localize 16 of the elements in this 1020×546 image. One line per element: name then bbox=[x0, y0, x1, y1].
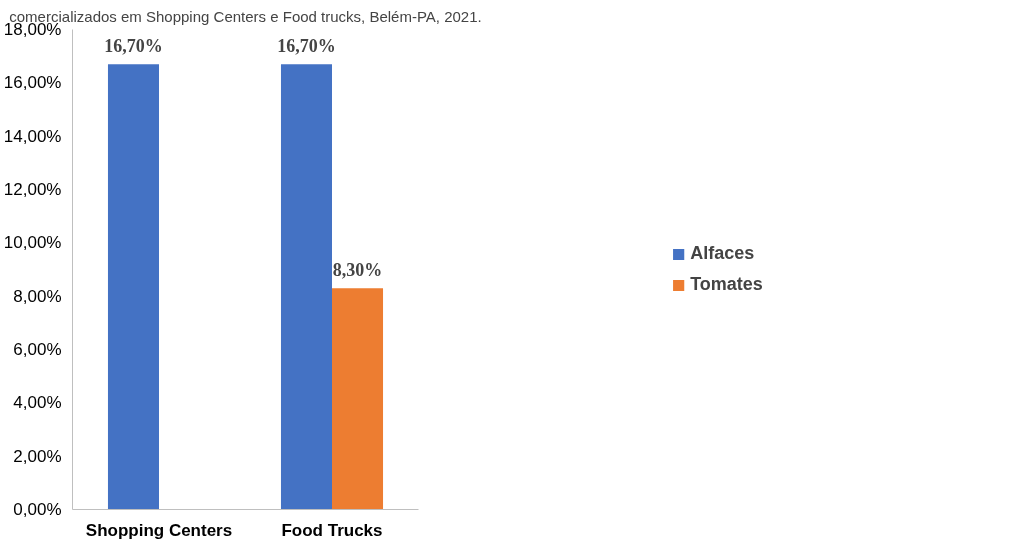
x-tick-label: Food Trucks bbox=[281, 520, 383, 540]
x-tick-label: Shopping Centers bbox=[85, 520, 233, 540]
y-tick-label: 12,00% bbox=[3, 180, 62, 199]
y-tick-label: 10,00% bbox=[3, 233, 62, 253]
y-tick-label: 8,00% bbox=[13, 286, 62, 306]
y-tick-label: 6,00% bbox=[13, 340, 62, 359]
y-tick-label: 2,00% bbox=[13, 446, 62, 466]
y-tick-label: 4,00% bbox=[13, 393, 62, 413]
legend-label: Alfaces bbox=[690, 243, 755, 264]
y-tick-label: 14,00% bbox=[3, 126, 62, 146]
y-tick-label: 0,00% bbox=[13, 500, 62, 519]
y-tick-label: 16,00% bbox=[3, 73, 62, 93]
legend-label: Tomates bbox=[690, 274, 763, 295]
data-label: 16,70% bbox=[277, 36, 336, 57]
data-label: 8,30% bbox=[332, 260, 383, 281]
data-label: 16,70% bbox=[104, 36, 163, 57]
